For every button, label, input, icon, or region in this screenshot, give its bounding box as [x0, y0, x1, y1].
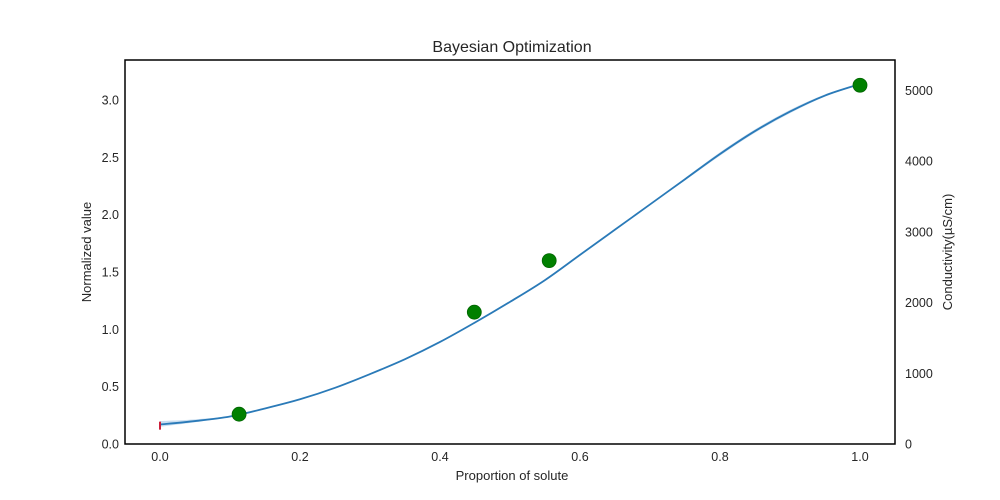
y-tick-label: 1.0 — [102, 323, 119, 337]
observation-points-layer — [231, 77, 868, 422]
y-tick-label: 2.5 — [102, 151, 119, 165]
y-axis-title: Normalized value — [79, 202, 94, 302]
observation-point — [541, 253, 557, 268]
y-axis-right: 0 1000 2000 3000 4000 5000 — [905, 84, 933, 452]
x-tick-label: 0.4 — [431, 450, 448, 464]
x-tick-label: 0.6 — [571, 450, 588, 464]
x-axis: 0.0 0.2 0.4 0.6 0.8 1.0 — [151, 450, 868, 464]
y2-tick-label: 2000 — [905, 296, 933, 310]
plot-frame — [124, 59, 896, 445]
x-tick-label: 0.0 — [151, 450, 168, 464]
mean-line-layer — [159, 83, 861, 430]
y-tick-label: 1.5 — [102, 266, 119, 280]
y-tick-label: 2.0 — [102, 208, 119, 222]
y2-axis-title: Conductivity(µS/cm) — [940, 194, 955, 311]
x-axis-title: Proportion of solute — [456, 468, 569, 483]
y2-tick-label: 5000 — [905, 84, 933, 98]
y-tick-label: 0.0 — [102, 438, 119, 452]
mean-line — [159, 83, 861, 426]
y2-tick-label: 3000 — [905, 225, 933, 239]
observation-point — [231, 406, 247, 422]
plot-area — [124, 59, 896, 445]
x-tick-label: 0.2 — [291, 450, 308, 464]
y-tick-label: 0.5 — [102, 380, 119, 394]
observation-point — [852, 77, 868, 93]
y2-tick-label: 4000 — [905, 155, 933, 169]
observation-point — [466, 304, 482, 320]
y2-tick-label: 0 — [905, 438, 912, 452]
y-tick-label: 3.0 — [102, 94, 119, 108]
x-tick-label: 0.8 — [711, 450, 728, 464]
chart-title: Bayesian Optimization — [432, 39, 591, 56]
x-tick-label: 1.0 — [851, 450, 868, 464]
y-axis-left: 0.0 0.5 1.0 1.5 2.0 2.5 3.0 — [102, 94, 119, 452]
y2-tick-label: 1000 — [905, 367, 933, 381]
